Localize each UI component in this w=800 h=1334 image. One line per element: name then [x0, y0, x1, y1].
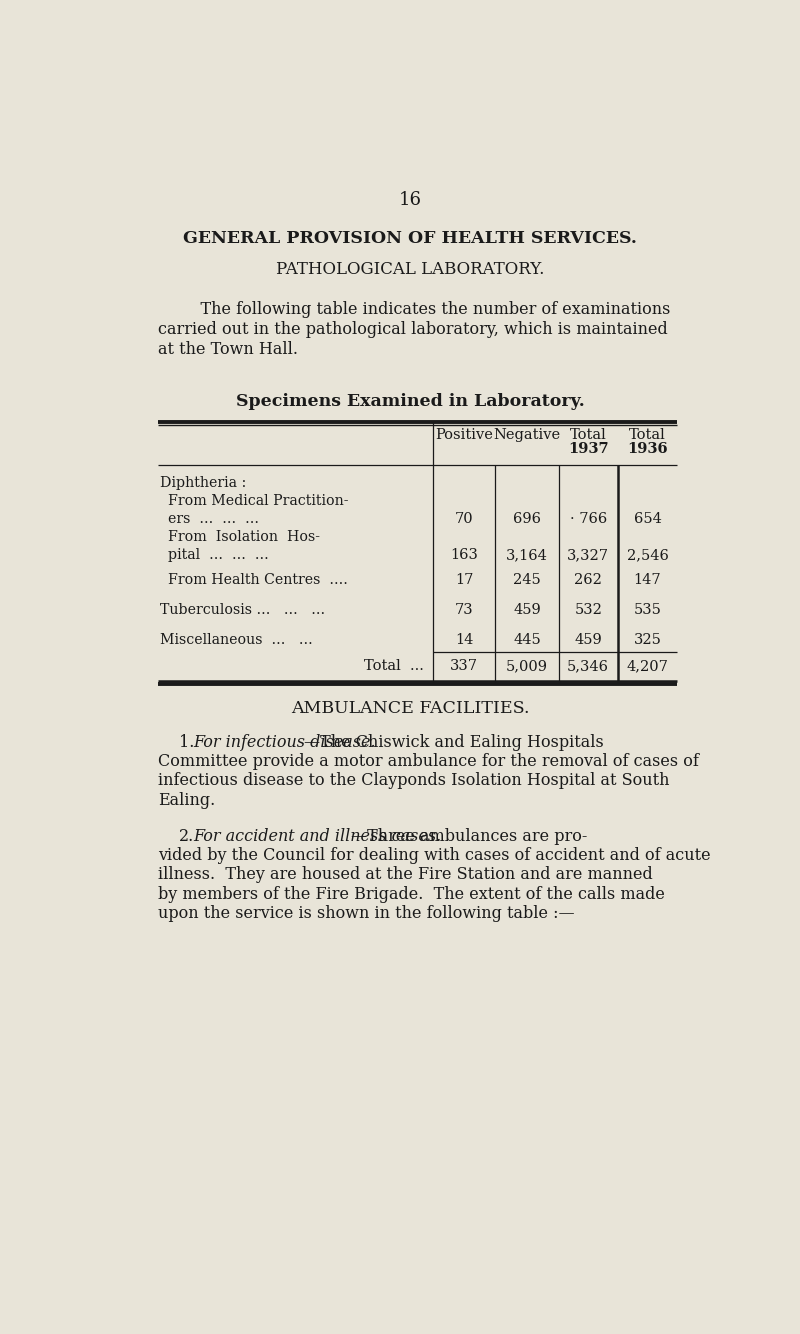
- Text: · 766: · 766: [570, 512, 607, 526]
- Text: For accident and illness cases.: For accident and illness cases.: [193, 828, 442, 844]
- Text: PATHOLOGICAL LABORATORY.: PATHOLOGICAL LABORATORY.: [276, 261, 544, 277]
- Text: 73: 73: [455, 603, 474, 616]
- Text: by members of the Fire Brigade.  The extent of the calls made: by members of the Fire Brigade. The exte…: [158, 886, 665, 903]
- Text: 2.: 2.: [179, 828, 194, 844]
- Text: 3,327: 3,327: [567, 548, 610, 562]
- Text: From Health Centres  ....: From Health Centres ....: [168, 574, 348, 587]
- Text: Specimens Examined in Laboratory.: Specimens Examined in Laboratory.: [236, 394, 584, 411]
- Text: Committee provide a motor ambulance for the removal of cases of: Committee provide a motor ambulance for …: [158, 754, 699, 770]
- Text: 14: 14: [455, 632, 474, 647]
- Text: 445: 445: [513, 632, 541, 647]
- Text: GENERAL PROVISION OF HEALTH SERVICES.: GENERAL PROVISION OF HEALTH SERVICES.: [183, 231, 637, 247]
- Text: —Three ambulances are pro-: —Three ambulances are pro-: [351, 828, 587, 844]
- Text: Negative: Negative: [494, 428, 561, 442]
- Text: 696: 696: [513, 512, 541, 526]
- Text: vided by the Council for dealing with cases of accident and of acute: vided by the Council for dealing with ca…: [158, 847, 710, 864]
- Text: Total  ...: Total ...: [364, 659, 424, 672]
- Text: 532: 532: [574, 603, 602, 616]
- Text: ers  ...  ...  ...: ers ... ... ...: [168, 512, 259, 526]
- Text: —The Chiswick and Ealing Hospitals: —The Chiswick and Ealing Hospitals: [304, 734, 603, 751]
- Text: 163: 163: [450, 548, 478, 562]
- Text: 654: 654: [634, 512, 662, 526]
- Text: 4,207: 4,207: [626, 659, 669, 672]
- Text: Total: Total: [570, 428, 606, 442]
- Text: illness.  They are housed at the Fire Station and are manned: illness. They are housed at the Fire Sta…: [158, 866, 653, 883]
- Text: 1937: 1937: [568, 442, 609, 456]
- Text: Diphtheria :: Diphtheria :: [161, 476, 247, 490]
- Text: 325: 325: [634, 632, 662, 647]
- Text: at the Town Hall.: at the Town Hall.: [158, 342, 298, 358]
- Text: carried out in the pathological laboratory, which is maintained: carried out in the pathological laborato…: [158, 321, 668, 338]
- Text: Total: Total: [629, 428, 666, 442]
- Text: 70: 70: [455, 512, 474, 526]
- Text: 535: 535: [634, 603, 662, 616]
- Text: Positive: Positive: [435, 428, 493, 442]
- Text: Miscellaneous  ...   ...: Miscellaneous ... ...: [161, 632, 314, 647]
- Text: 3,164: 3,164: [506, 548, 548, 562]
- Text: For infectious disease.: For infectious disease.: [193, 734, 376, 751]
- Text: 5,346: 5,346: [567, 659, 610, 672]
- Text: Tuberculosis ...   ...   ...: Tuberculosis ... ... ...: [161, 603, 326, 616]
- Text: infectious disease to the Clayponds Isolation Hospital at South: infectious disease to the Clayponds Isol…: [158, 772, 670, 790]
- Text: AMBULANCE FACILITIES.: AMBULANCE FACILITIES.: [290, 700, 530, 716]
- Text: 1.: 1.: [179, 734, 194, 751]
- Text: 2,546: 2,546: [626, 548, 669, 562]
- Text: 459: 459: [574, 632, 602, 647]
- Text: 262: 262: [574, 574, 602, 587]
- Text: From  Isolation  Hos-: From Isolation Hos-: [168, 530, 320, 544]
- Text: 245: 245: [513, 574, 541, 587]
- Text: upon the service is shown in the following table :—: upon the service is shown in the followi…: [158, 904, 574, 922]
- Text: 5,009: 5,009: [506, 659, 548, 672]
- Text: 1936: 1936: [627, 442, 668, 456]
- Text: 16: 16: [398, 191, 422, 208]
- Text: The following table indicates the number of examinations: The following table indicates the number…: [180, 301, 670, 317]
- Text: 459: 459: [513, 603, 541, 616]
- Text: Ealing.: Ealing.: [158, 791, 215, 808]
- Text: 17: 17: [455, 574, 474, 587]
- Text: 147: 147: [634, 574, 662, 587]
- Text: 337: 337: [450, 659, 478, 672]
- Text: pital  ...  ...  ...: pital ... ... ...: [168, 548, 269, 562]
- Text: From Medical Practition-: From Medical Practition-: [168, 494, 349, 508]
